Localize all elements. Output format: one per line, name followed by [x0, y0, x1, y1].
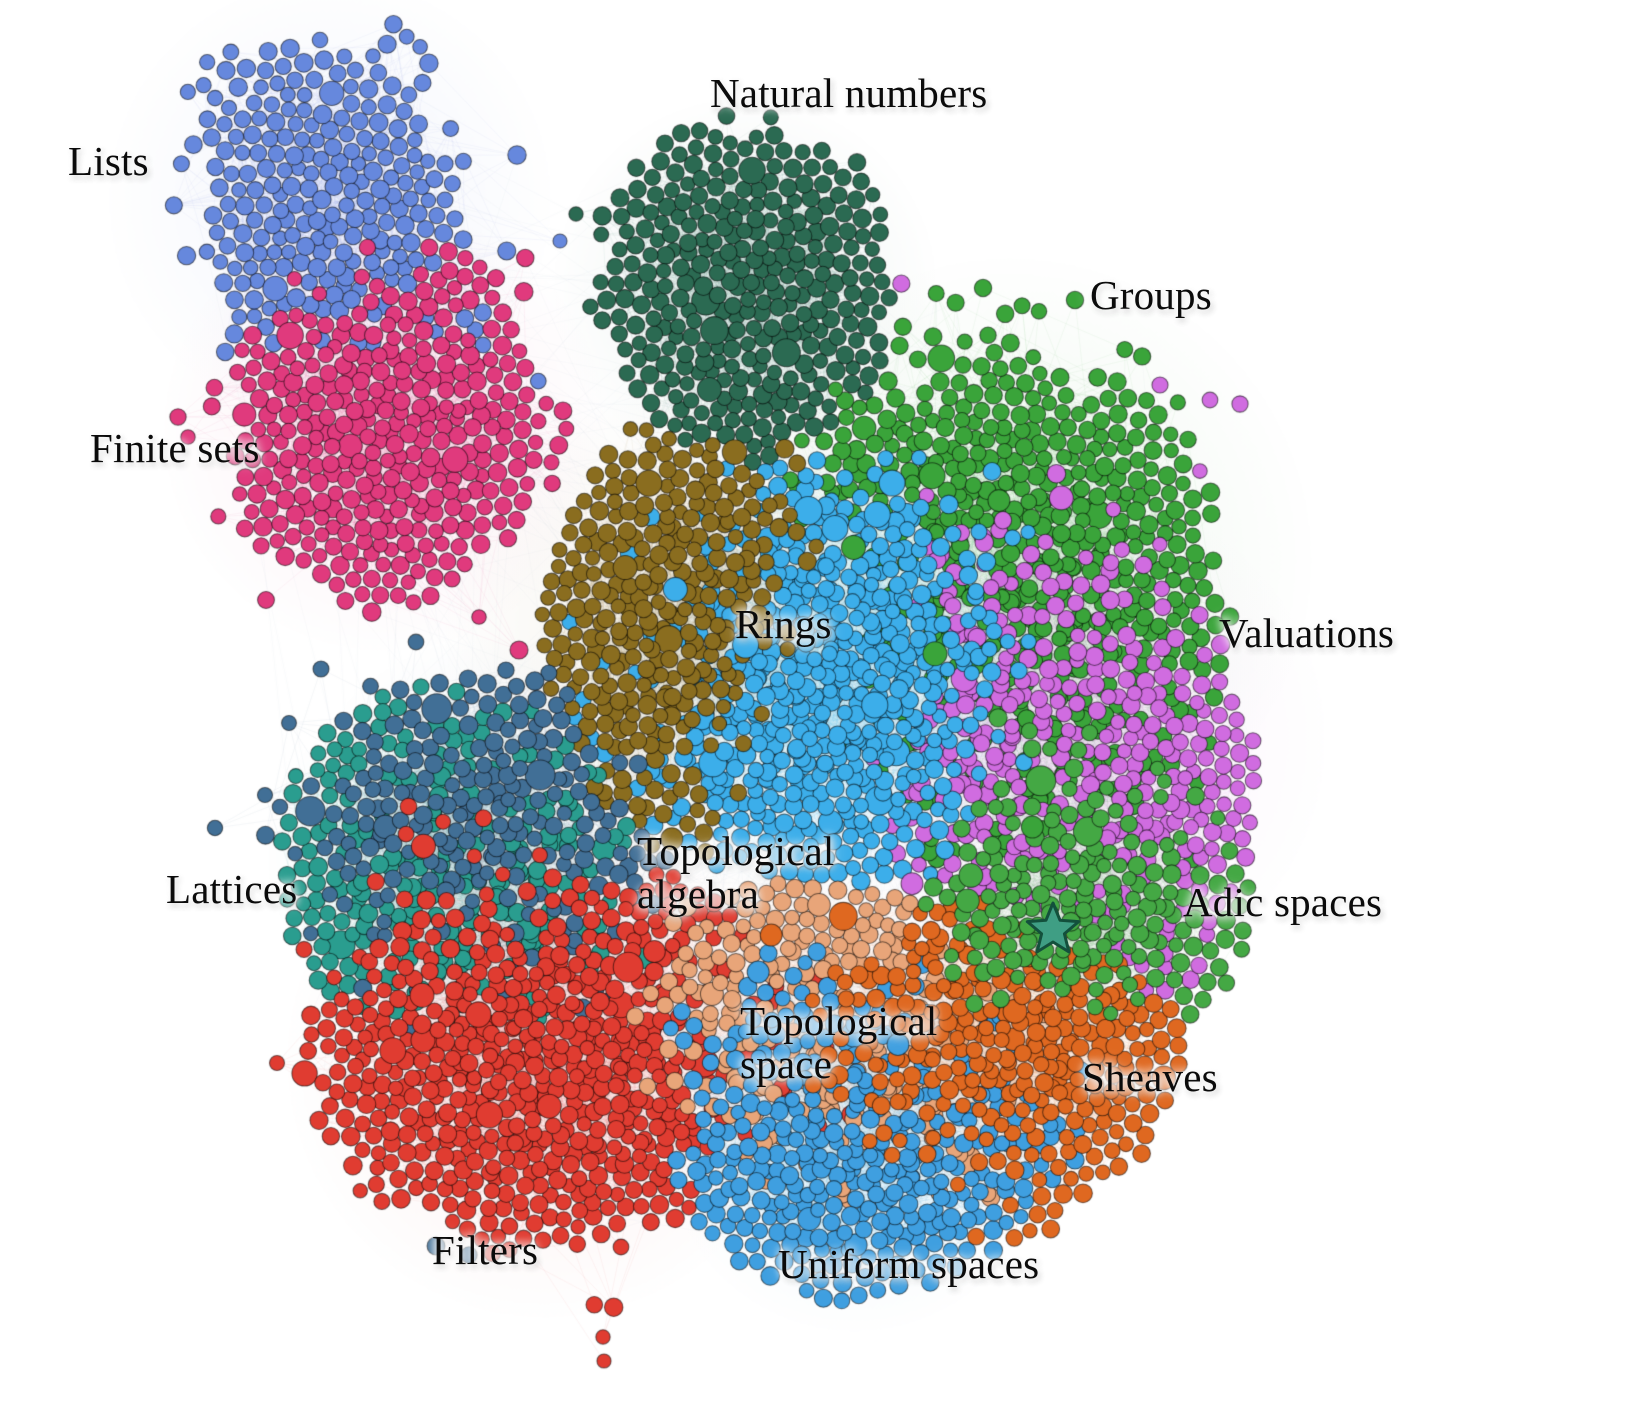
- network-visualization: Lists Natural numbers Groups Finite sets…: [0, 0, 1634, 1422]
- cluster-label-groups: Groups: [1090, 274, 1212, 317]
- cluster-label-sheaves: Sheaves: [1082, 1056, 1218, 1099]
- network-node-canvas: [0, 0, 1634, 1422]
- cluster-label-topological-space: Topological space: [740, 1000, 937, 1087]
- cluster-label-finite-sets: Finite sets: [90, 427, 260, 470]
- cluster-label-valuations: Valuations: [1219, 612, 1394, 655]
- cluster-label-rings: Rings: [735, 603, 832, 646]
- cluster-label-adic-spaces: Adic spaces: [1183, 881, 1382, 924]
- cluster-label-natural-numbers: Natural numbers: [710, 72, 987, 115]
- cluster-label-lattices: Lattices: [166, 868, 297, 911]
- cluster-label-filters: Filters: [432, 1229, 538, 1272]
- cluster-label-topological-algebra: Topological algebra: [637, 830, 834, 917]
- cluster-label-lists: Lists: [68, 140, 149, 183]
- cluster-label-uniform-spaces: Uniform spaces: [778, 1243, 1039, 1286]
